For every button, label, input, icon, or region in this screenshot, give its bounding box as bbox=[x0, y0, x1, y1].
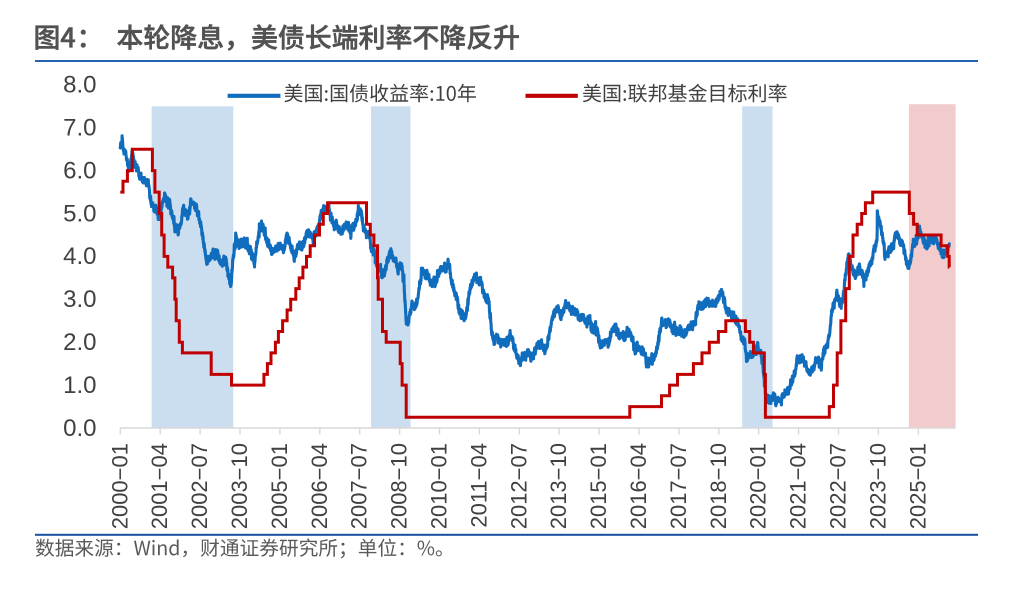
svg-text:4.0: 4.0 bbox=[63, 243, 96, 270]
svg-text:2016−04: 2016−04 bbox=[626, 443, 651, 529]
svg-text:2006−04: 2006−04 bbox=[307, 443, 332, 529]
svg-text:2013−10: 2013−10 bbox=[546, 443, 571, 529]
svg-text:2023−10: 2023−10 bbox=[865, 443, 890, 529]
svg-text:2005−01: 2005−01 bbox=[267, 443, 292, 529]
svg-text:2010−01: 2010−01 bbox=[427, 443, 452, 529]
svg-text:2008−10: 2008−10 bbox=[387, 443, 412, 529]
svg-text:2025−01: 2025−01 bbox=[905, 443, 930, 529]
svg-text:2001−04: 2001−04 bbox=[147, 443, 172, 529]
svg-text:2007−07: 2007−07 bbox=[347, 443, 372, 529]
svg-text:5.0: 5.0 bbox=[63, 200, 96, 227]
svg-text:2.0: 2.0 bbox=[63, 329, 96, 356]
svg-text:2018−10: 2018−10 bbox=[706, 443, 731, 529]
svg-text:2022−07: 2022−07 bbox=[826, 443, 851, 529]
svg-text:0.0: 0.0 bbox=[63, 415, 96, 442]
svg-text:8.0: 8.0 bbox=[63, 72, 96, 99]
svg-text:2000−01: 2000−01 bbox=[107, 443, 132, 529]
svg-text:2012−07: 2012−07 bbox=[506, 443, 531, 529]
svg-text:2015−01: 2015−01 bbox=[586, 443, 611, 529]
svg-text:2002−07: 2002−07 bbox=[187, 443, 212, 529]
svg-text:2020−01: 2020−01 bbox=[746, 443, 771, 529]
svg-text:3.0: 3.0 bbox=[63, 286, 96, 313]
svg-text:6.0: 6.0 bbox=[63, 157, 96, 184]
svg-text:2021−04: 2021−04 bbox=[786, 443, 811, 529]
svg-text:1.0: 1.0 bbox=[63, 372, 96, 399]
svg-text:7.0: 7.0 bbox=[63, 115, 96, 142]
svg-text:2011−04: 2011−04 bbox=[466, 443, 491, 528]
svg-text:2003−10: 2003−10 bbox=[227, 443, 252, 529]
svg-text:2017−07: 2017−07 bbox=[666, 443, 691, 529]
